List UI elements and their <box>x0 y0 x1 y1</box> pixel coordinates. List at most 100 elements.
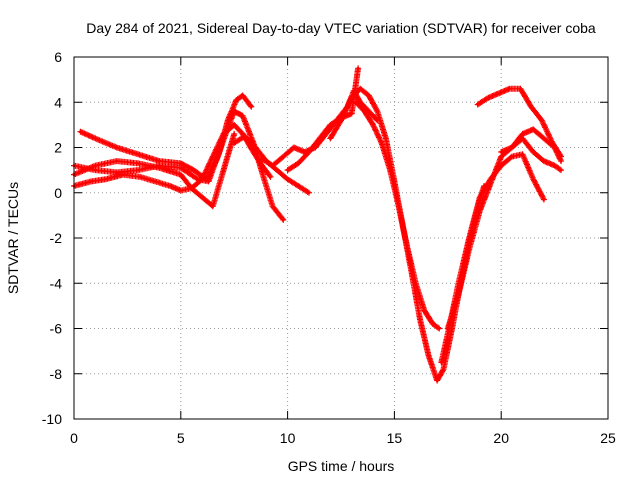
x-tick-label: 0 <box>70 430 78 446</box>
data-point <box>254 146 257 149</box>
data-point <box>307 150 311 154</box>
data-point <box>93 164 97 168</box>
data-point <box>271 164 275 168</box>
y-tick-label: 0 <box>54 185 62 201</box>
data-point <box>497 91 501 95</box>
data-point <box>249 105 253 109</box>
data-point <box>260 164 264 168</box>
data-point <box>205 177 208 181</box>
data-point <box>241 94 245 97</box>
data-point <box>521 152 524 156</box>
data-point <box>457 293 460 296</box>
data-point <box>271 204 275 208</box>
series-sat-l <box>474 85 565 160</box>
data-point <box>190 186 193 190</box>
data-point <box>241 114 245 118</box>
data-point <box>397 204 401 208</box>
series-sat-k <box>444 126 565 332</box>
series-markers <box>353 99 443 332</box>
data-point <box>136 152 140 156</box>
data-point <box>232 123 236 127</box>
data-point <box>153 180 157 183</box>
y-tick-label: 2 <box>54 140 62 156</box>
data-point <box>531 177 535 181</box>
data-point <box>363 109 366 113</box>
x-tick-label: 5 <box>177 430 185 446</box>
series-markers <box>444 126 565 332</box>
data-point <box>375 109 379 113</box>
x-tick-label: 20 <box>493 430 509 446</box>
data-point <box>292 146 296 149</box>
data-point <box>243 134 247 138</box>
data-point <box>437 327 441 330</box>
data-point <box>422 309 426 312</box>
data-point <box>559 168 563 172</box>
data-point <box>519 87 522 91</box>
data-point <box>93 137 97 140</box>
data-point <box>121 173 125 177</box>
data-point <box>431 322 435 326</box>
data-point <box>542 198 546 201</box>
data-point <box>158 159 161 163</box>
data-point <box>179 189 183 192</box>
data-point <box>215 157 219 161</box>
data-point <box>439 361 443 364</box>
data-point <box>158 166 161 170</box>
data-point <box>232 132 236 136</box>
series-sat-f <box>259 87 381 169</box>
data-point <box>553 164 556 168</box>
data-point <box>296 184 300 188</box>
y-tick-label: -6 <box>50 321 63 337</box>
data-point <box>435 379 439 382</box>
data-point <box>328 137 332 140</box>
data-point <box>350 96 354 100</box>
data-point <box>521 137 524 140</box>
data-point <box>296 161 300 165</box>
data-point <box>79 130 82 134</box>
data-point <box>446 327 450 330</box>
data-point <box>531 150 535 154</box>
chart-title: Day 284 of 2021, Sidereal Day-to-day VTE… <box>86 20 596 36</box>
x-tick-label: 10 <box>280 430 296 446</box>
data-point <box>115 170 119 174</box>
data-point <box>138 175 142 179</box>
y-tick-label: -8 <box>50 366 63 382</box>
data-point <box>427 354 430 358</box>
data-point <box>478 195 482 199</box>
data-point <box>168 184 172 188</box>
data-point <box>521 132 524 136</box>
data-point <box>93 168 97 172</box>
data-point <box>136 161 140 165</box>
data-point <box>499 150 503 154</box>
data-point <box>418 318 422 321</box>
data-point <box>371 123 375 127</box>
data-point <box>179 166 183 170</box>
data-point <box>478 209 482 213</box>
data-point <box>328 123 332 127</box>
data-point <box>486 96 490 100</box>
data-point <box>262 177 266 181</box>
data-point <box>192 168 196 172</box>
data-point <box>405 245 409 249</box>
y-tick-label: 6 <box>54 49 62 65</box>
data-point <box>269 175 272 179</box>
data-point <box>354 100 358 104</box>
series-markers <box>259 87 381 169</box>
y-tick-label: -4 <box>50 275 63 291</box>
data-point <box>260 157 264 161</box>
grid <box>74 57 608 419</box>
data-point <box>281 155 285 158</box>
data-point <box>476 103 480 106</box>
y-tick-label: 4 <box>54 94 62 110</box>
data-point <box>232 109 236 113</box>
y-tick-label: -10 <box>42 411 62 427</box>
data-point <box>467 247 471 251</box>
y-ticks: -10 -8 -6 -4 -2 0 2 4 6 <box>42 49 608 427</box>
data-point <box>211 155 215 158</box>
data-point <box>356 66 360 70</box>
data-point <box>531 127 535 131</box>
data-point <box>104 177 108 181</box>
data-point <box>307 191 311 195</box>
data-point <box>339 118 343 122</box>
data-point <box>115 146 119 149</box>
